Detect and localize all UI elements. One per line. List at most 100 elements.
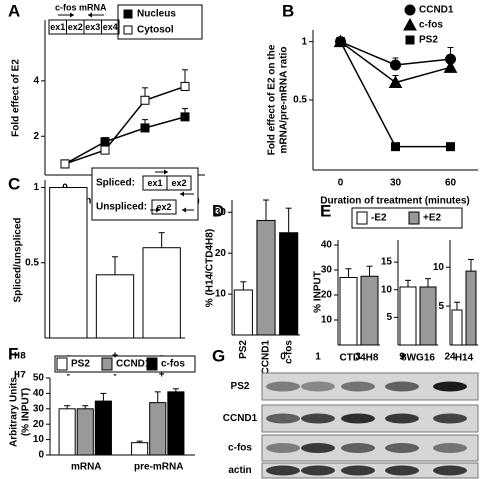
marker bbox=[336, 37, 345, 47]
y-tick-label: 30 bbox=[33, 403, 45, 414]
y-axis-label: mRNA/pre-mRNA ratio bbox=[279, 47, 290, 154]
panel-label: G bbox=[212, 346, 225, 365]
treatment-sign: - bbox=[113, 370, 116, 381]
inset-row-label: Unspliced: bbox=[96, 202, 147, 213]
exon-box bbox=[166, 175, 192, 191]
marker bbox=[140, 123, 150, 133]
marker bbox=[391, 142, 400, 152]
bar bbox=[94, 400, 112, 456]
y-tick-label: 20 bbox=[321, 290, 333, 301]
x-tick-label: pre-mRNA bbox=[134, 462, 183, 473]
panel-label: E bbox=[320, 201, 331, 220]
bar bbox=[256, 219, 276, 336]
row-label: c-fos bbox=[228, 443, 252, 454]
blot-band bbox=[341, 413, 375, 424]
blot-band bbox=[385, 443, 419, 453]
y-tick-label: 40 bbox=[33, 388, 45, 399]
y-tick-label: 10 bbox=[33, 434, 45, 445]
y-tick-label: 20 bbox=[33, 419, 45, 430]
bar bbox=[149, 402, 167, 456]
legend-label: Cytosol bbox=[137, 25, 174, 36]
legend-label: +E2 bbox=[423, 213, 442, 224]
x-tick-label: H14 bbox=[455, 353, 474, 364]
legend-label: CCND1 bbox=[116, 359, 151, 370]
series-line bbox=[64, 85, 186, 165]
blot-band bbox=[433, 465, 467, 476]
inset-title: c-fos mRNA bbox=[55, 2, 107, 12]
series-line bbox=[64, 116, 186, 165]
marker bbox=[180, 112, 190, 122]
y-tick-label: 5 bbox=[386, 312, 392, 323]
blot-band bbox=[385, 465, 419, 476]
exon-box bbox=[101, 19, 120, 35]
legend-box bbox=[54, 355, 196, 373]
inset-row-label: Spliced: bbox=[96, 178, 135, 189]
bar bbox=[49, 187, 88, 339]
y-tick-label: 0.5 bbox=[25, 257, 39, 268]
y-tick-label: 0 bbox=[38, 450, 44, 461]
blot-band bbox=[301, 413, 335, 424]
x-tick-label: mRNA bbox=[71, 462, 102, 473]
y-tick-label: 1 bbox=[301, 36, 307, 47]
blot-band bbox=[266, 465, 300, 476]
legend-box bbox=[117, 4, 203, 40]
x-tick-label: CCND1 bbox=[261, 340, 272, 375]
y-tick-label: 30 bbox=[215, 207, 227, 218]
exon-label: ex2 bbox=[68, 22, 83, 32]
y-tick-label: 1 bbox=[33, 182, 39, 193]
marker bbox=[100, 137, 110, 147]
x-tick-label: 30 bbox=[390, 178, 402, 189]
marker bbox=[180, 81, 190, 91]
x-tick-label: 0 bbox=[338, 178, 344, 189]
treatment-label: H7 bbox=[14, 371, 26, 382]
legend-swatch bbox=[101, 357, 113, 371]
blot-band bbox=[433, 413, 467, 424]
y-axis-label: Fold effect of E2 bbox=[11, 59, 22, 137]
panel-label: C bbox=[8, 174, 20, 193]
y-tick-label: 40 bbox=[321, 240, 333, 251]
arrow-head bbox=[70, 12, 74, 18]
blot-band bbox=[266, 443, 300, 453]
lane-label: 0 bbox=[280, 352, 286, 363]
bar bbox=[419, 286, 437, 346]
exon-label: ex2 bbox=[156, 202, 171, 212]
legend-swatch bbox=[56, 357, 68, 371]
lane-label: 24 bbox=[444, 352, 456, 363]
blot-band bbox=[301, 465, 335, 476]
y-tick-label: 4 bbox=[33, 76, 39, 87]
legend-label: c-fos bbox=[419, 20, 443, 31]
y-tick-label: 20 bbox=[215, 248, 227, 259]
legend-marker bbox=[405, 35, 415, 45]
x-tick-label: 8WG16 bbox=[401, 353, 435, 364]
legend-marker bbox=[123, 9, 133, 19]
arrow-head bbox=[180, 191, 184, 197]
panel-label: D bbox=[212, 201, 224, 220]
legend-label: PS2 bbox=[419, 35, 438, 46]
y-tick-label: 30 bbox=[321, 265, 333, 276]
marker bbox=[390, 59, 401, 71]
treatment-sign: - bbox=[67, 370, 70, 381]
marker bbox=[100, 145, 110, 155]
marker bbox=[388, 75, 403, 88]
legend-marker bbox=[403, 17, 417, 31]
bar bbox=[142, 247, 181, 339]
x-tick-label: CTD4H8 bbox=[340, 353, 379, 364]
x-tick-label: 60 bbox=[445, 178, 457, 189]
bar bbox=[95, 274, 135, 339]
treatment-label: H8 bbox=[14, 352, 26, 363]
legend-label: Nucleus bbox=[137, 9, 176, 20]
legend-marker bbox=[123, 25, 133, 35]
legend-swatch bbox=[146, 357, 158, 371]
panel-label: B bbox=[282, 1, 294, 20]
y-tick-label: 50 bbox=[33, 373, 45, 384]
exon-label: ex1 bbox=[147, 178, 162, 188]
bar bbox=[360, 275, 379, 346]
treatment-sign: + bbox=[159, 370, 165, 381]
bar bbox=[76, 408, 94, 456]
bar bbox=[465, 270, 477, 346]
panel-label: F bbox=[8, 344, 18, 363]
exon-label: ex4 bbox=[103, 22, 118, 32]
exon-label: ex1 bbox=[50, 22, 65, 32]
marker bbox=[446, 142, 455, 152]
